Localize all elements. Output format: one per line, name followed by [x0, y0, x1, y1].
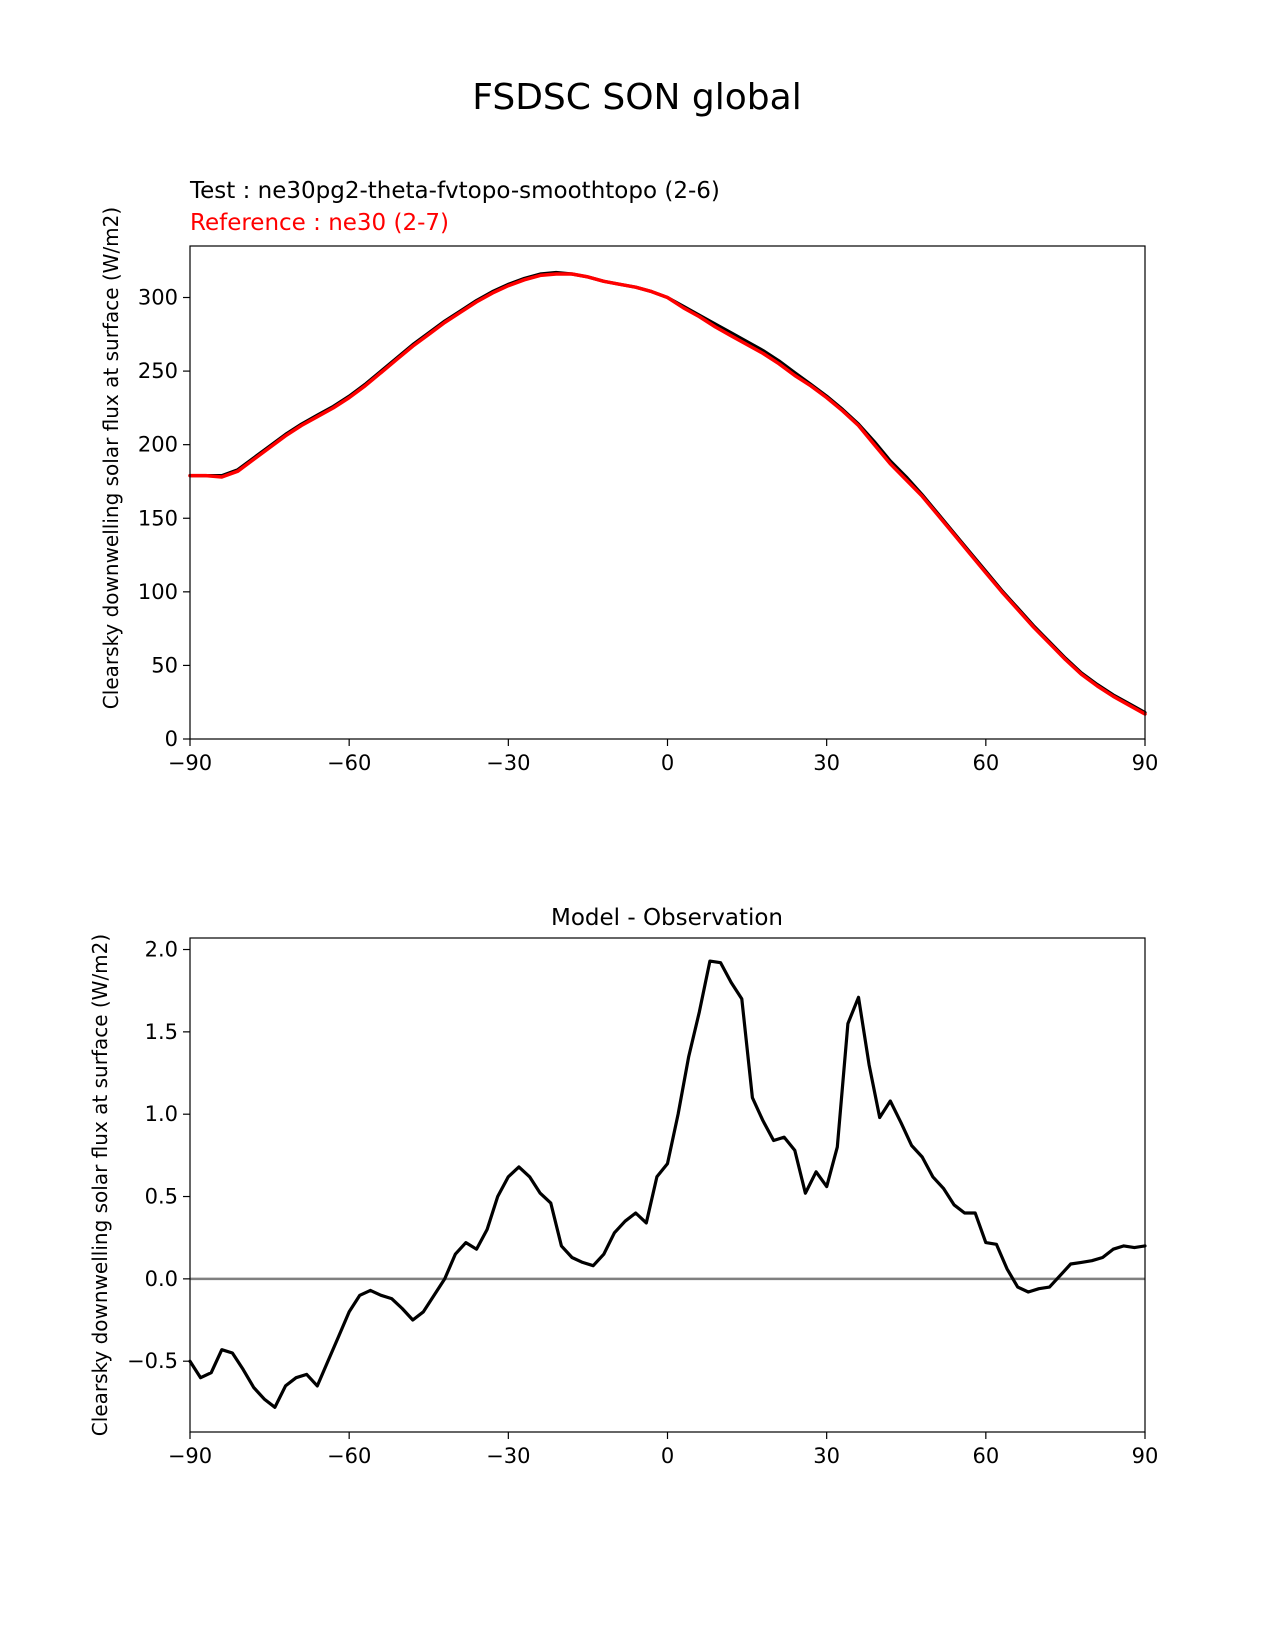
series-line-test	[188, 270, 1147, 715]
x-tick-label: 90	[1132, 1444, 1159, 1468]
bottom-y-axis-label: Clearsky downwelling solar flux at surfa…	[88, 934, 112, 1436]
y-tick-label: −0.5	[127, 1349, 178, 1373]
top-series	[188, 270, 1147, 716]
reference-label: Reference : ne30 (2-7)	[190, 210, 449, 236]
top-panel: Test : ne30pg2-theta-fvtopo-smoothtopo (…	[99, 178, 1158, 775]
y-tick-label: 50	[151, 653, 178, 677]
y-tick-label: 300	[138, 286, 178, 310]
y-tick-label: 1.0	[145, 1102, 178, 1126]
y-tick-label: 250	[138, 359, 178, 383]
y-tick-label: 0.5	[145, 1185, 178, 1209]
x-tick-label: 0	[661, 751, 674, 775]
y-tick-label: 0	[165, 727, 178, 751]
top-plot-frame	[189, 245, 1146, 740]
bottom-y-ticks: −0.5 0.0 0.5 1.0 1.5 2.0	[127, 938, 190, 1373]
x-tick-label: −90	[168, 1444, 212, 1468]
x-tick-label: −90	[168, 751, 212, 775]
x-tick-label: −30	[486, 1444, 530, 1468]
x-tick-label: 0	[661, 1444, 674, 1468]
y-tick-label: 100	[138, 580, 178, 604]
x-tick-label: −60	[327, 751, 371, 775]
bottom-panel-title: Model - Observation	[551, 905, 783, 931]
y-tick-label: 1.5	[145, 1020, 178, 1044]
x-tick-label: −30	[486, 751, 530, 775]
y-tick-label: 0.0	[145, 1267, 178, 1291]
x-tick-label: 60	[972, 751, 999, 775]
series-line-model-observation	[188, 959, 1147, 1409]
top-y-ticks: 0 50 100 150 200 250 300	[138, 286, 190, 751]
x-tick-label: 60	[972, 1444, 999, 1468]
top-x-ticks: −90 −60 −30 0 30 60 90	[168, 739, 1159, 775]
bottom-series	[188, 959, 1147, 1409]
x-tick-label: −60	[327, 1444, 371, 1468]
y-tick-label: 2.0	[145, 938, 178, 962]
series-line-reference	[188, 272, 1147, 716]
y-tick-label: 200	[138, 433, 178, 457]
bottom-x-ticks: −90 −60 −30 0 30 60 90	[168, 1432, 1159, 1468]
test-label: Test : ne30pg2-theta-fvtopo-smoothtopo (…	[189, 178, 720, 204]
x-tick-label: 30	[813, 751, 840, 775]
bottom-plot-frame	[189, 937, 1146, 1433]
bottom-panel: Model - Observation Clearsky downwelling…	[88, 905, 1158, 1468]
figure-title: FSDSC SON global	[472, 77, 801, 118]
x-tick-label: 90	[1132, 751, 1159, 775]
x-tick-label: 30	[813, 1444, 840, 1468]
y-tick-label: 150	[138, 506, 178, 530]
top-y-axis-label: Clearsky downwelling solar flux at surfa…	[99, 207, 123, 709]
